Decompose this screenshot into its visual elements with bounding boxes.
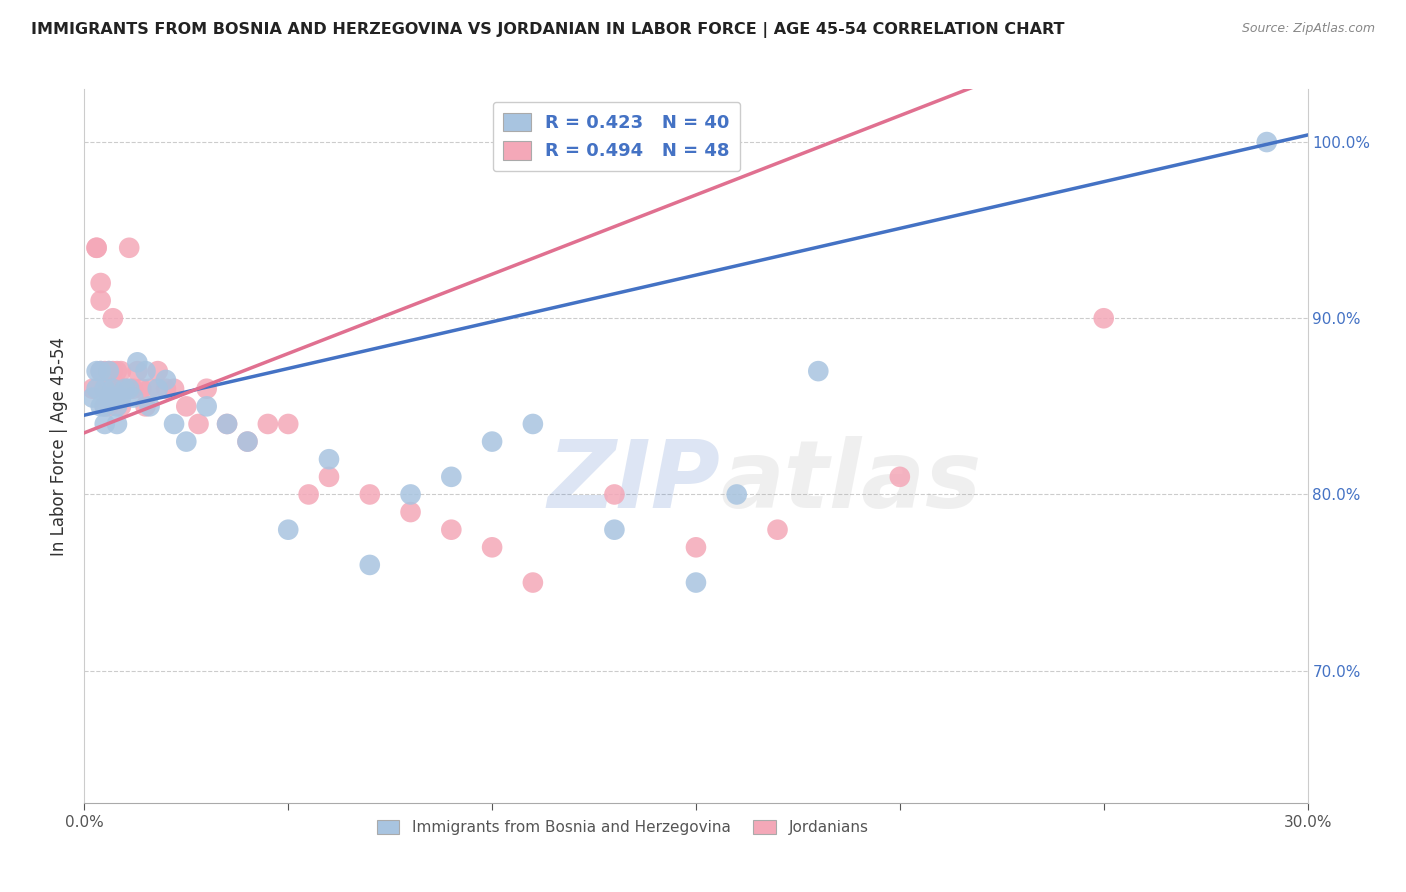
Point [86,382,108,396]
Point [97,364,120,378]
Point [90,364,112,378]
Y-axis label: In Labor Force | Age 45-54: In Labor Force | Age 45-54 [49,336,67,556]
Point [138,400,160,414]
Point [359,558,381,572]
Point [93,364,115,378]
Point [101,391,124,405]
Point [399,505,422,519]
Point [118,382,141,396]
Point [127,364,149,378]
Point [725,487,748,501]
Point [163,382,186,396]
Point [195,400,218,414]
Point [889,470,911,484]
Point [93,400,115,414]
Point [522,575,544,590]
Point [359,487,381,501]
Point [685,541,707,555]
Point [146,382,169,396]
Point [86,241,108,255]
Point [90,400,112,414]
Point [399,487,422,501]
Point [236,434,259,449]
Point [105,417,128,431]
Point [110,364,132,378]
Point [163,417,186,431]
Point [93,400,115,414]
Text: ZIP: ZIP [547,435,720,528]
Point [101,311,124,326]
Point [105,400,128,414]
Point [97,391,120,405]
Point [93,382,115,396]
Point [138,382,160,396]
Point [86,241,108,255]
Point [603,487,626,501]
Point [217,417,239,431]
Point [97,400,120,414]
Point [122,382,145,396]
Point [135,364,157,378]
Point [105,382,128,396]
Point [118,241,141,255]
Point [86,364,108,378]
Point [122,391,145,405]
Point [318,452,340,467]
Point [146,364,169,378]
Point [90,364,112,378]
Legend: Immigrants from Bosnia and Herzegovina, Jordanians: Immigrants from Bosnia and Herzegovina, … [370,814,875,841]
Text: atlas: atlas [720,435,981,528]
Point [114,382,136,396]
Point [118,382,141,396]
Point [277,417,299,431]
Point [110,391,132,405]
Point [127,355,149,369]
Point [82,391,104,405]
Point [440,470,463,484]
Point [318,470,340,484]
Point [298,487,321,501]
Point [195,382,218,396]
Point [114,382,136,396]
Point [522,417,544,431]
Point [131,382,153,396]
Point [1092,311,1115,326]
Point [174,400,197,414]
Point [766,523,789,537]
Point [101,364,124,378]
Point [257,417,280,431]
Point [97,364,120,378]
Point [93,417,115,431]
Text: Source: ZipAtlas.com: Source: ZipAtlas.com [1241,22,1375,36]
Point [97,382,120,396]
Point [135,400,157,414]
Point [90,293,112,308]
Point [807,364,830,378]
Point [187,417,209,431]
Point [1256,135,1278,149]
Point [174,434,197,449]
Point [685,575,707,590]
Point [110,400,132,414]
Point [105,364,128,378]
Point [481,434,503,449]
Point [236,434,259,449]
Point [217,417,239,431]
Point [481,541,503,555]
Point [93,382,115,396]
Point [82,382,104,396]
Point [603,523,626,537]
Text: IMMIGRANTS FROM BOSNIA AND HERZEGOVINA VS JORDANIAN IN LABOR FORCE | AGE 45-54 C: IMMIGRANTS FROM BOSNIA AND HERZEGOVINA V… [31,22,1064,38]
Point [155,373,177,387]
Point [440,523,463,537]
Point [277,523,299,537]
Point [90,276,112,290]
Point [101,382,124,396]
Point [155,382,177,396]
